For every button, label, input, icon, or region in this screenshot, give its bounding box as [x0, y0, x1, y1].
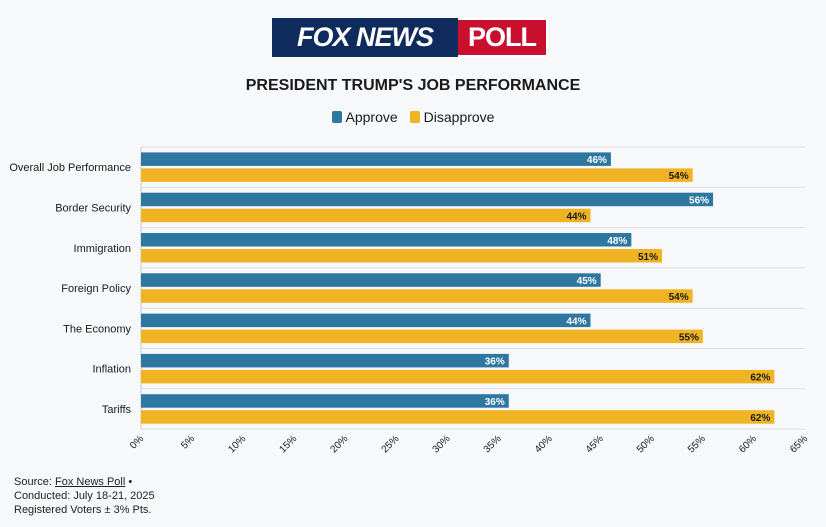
- x-tick-label: 35%: [482, 433, 504, 455]
- data-label: 36%: [485, 397, 505, 408]
- data-label: 45%: [577, 276, 597, 287]
- x-tick-label: 40%: [533, 433, 555, 455]
- logo-poll: POLL: [458, 18, 548, 57]
- x-tick-label: 25%: [380, 433, 402, 455]
- approve-bar: [141, 192, 714, 207]
- fox-news-poll-logo: FOX NEWS POLL: [272, 18, 548, 57]
- legend-label-approve: Approve: [345, 109, 398, 125]
- sample-line: Registered Voters ± 3% Pts.: [14, 504, 152, 516]
- disapprove-bar: [141, 168, 693, 182]
- x-tick-label: 20%: [328, 433, 350, 455]
- source-link[interactable]: Fox News Poll: [54, 476, 126, 488]
- legend-item-disapprove[interactable]: Disapprove: [409, 109, 495, 125]
- x-tick-label: 10%: [226, 433, 248, 455]
- approve-swatch: [331, 111, 342, 123]
- x-tick-label: 0%: [128, 433, 146, 451]
- category-label: Foreign Policy: [61, 283, 131, 295]
- approve-bar: [141, 233, 632, 247]
- chart-title: PRESIDENT TRUMP'S JOB PERFORMANCE: [245, 77, 581, 94]
- disapprove-bar: [141, 289, 693, 303]
- source-label: Source:: [14, 476, 52, 488]
- source-line: Source: Fox News Poll •: [14, 475, 155, 489]
- disapprove-bar: [141, 329, 703, 344]
- data-label: 62%: [750, 373, 770, 384]
- data-label: 56%: [689, 195, 709, 206]
- data-label: 51%: [638, 252, 658, 263]
- bar-chart: Overall Job Performance 46% 54% Border Secu…: [9, 146, 810, 455]
- data-label: 54%: [669, 171, 689, 182]
- x-tick-label: 50%: [635, 433, 657, 455]
- data-label: 44%: [566, 316, 586, 327]
- approve-bar: [141, 313, 591, 328]
- x-tick-label: 55%: [686, 433, 708, 455]
- data-label: 55%: [679, 332, 699, 343]
- data-label: 44%: [566, 211, 586, 222]
- x-tick-label: 15%: [277, 433, 299, 455]
- data-label: 36%: [485, 357, 505, 368]
- disapprove-swatch: [409, 111, 420, 123]
- disapprove-bar: [141, 410, 775, 424]
- disapprove-bar: [141, 208, 591, 223]
- approve-bar: [141, 152, 611, 166]
- x-tick-label: 45%: [584, 433, 606, 455]
- category-label: Border Security: [55, 202, 131, 214]
- legend-item-approve[interactable]: Approve: [331, 109, 398, 125]
- approve-bar: [141, 273, 601, 287]
- source-bullet: •: [128, 476, 133, 488]
- data-label: 62%: [750, 413, 770, 424]
- x-tick-label: 60%: [737, 433, 759, 455]
- category-label: Tariffs: [102, 404, 132, 416]
- disapprove-bar: [141, 249, 662, 263]
- approve-bar: [141, 394, 509, 408]
- category-label: Inflation: [92, 364, 131, 376]
- x-tick-label: 5%: [179, 433, 197, 451]
- disapprove-bar: [141, 369, 775, 384]
- data-label: 46%: [587, 155, 607, 166]
- category-label: The Economy: [63, 323, 131, 335]
- data-label: 54%: [669, 292, 689, 303]
- conducted-line: Conducted: July 18-21, 2025: [14, 490, 155, 502]
- x-tick-label: 65%: [788, 433, 810, 455]
- legend: Approve Disapprove: [0, 109, 826, 125]
- approve-bar: [141, 353, 509, 368]
- x-tick-label: 30%: [431, 433, 453, 455]
- category-label: Overall Job Performance: [9, 162, 131, 174]
- logo-fox-news: FOX NEWS: [272, 18, 458, 57]
- legend-label-disapprove: Disapprove: [423, 109, 495, 125]
- footer: Source: Fox News Poll • Conducted: July …: [14, 475, 155, 517]
- data-label: 48%: [607, 236, 627, 247]
- category-label: Immigration: [74, 243, 131, 255]
